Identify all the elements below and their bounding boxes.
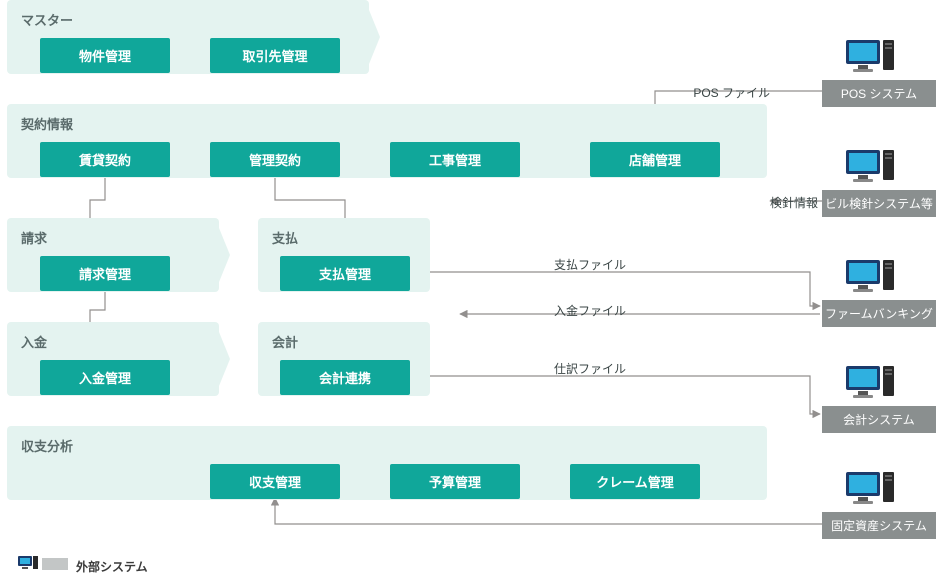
- btn-billing-mgmt[interactable]: 請求管理: [40, 256, 170, 291]
- pc-icon-firmbank: [846, 260, 896, 303]
- panel-payment-title: 支払: [272, 228, 298, 247]
- pc-icon-pos: [846, 40, 896, 83]
- btn-payment-mgmt[interactable]: 支払管理: [280, 256, 410, 291]
- btn-lease-contract[interactable]: 賃貸契約: [40, 142, 170, 177]
- panel-master-title: マスター: [21, 10, 73, 29]
- ext-fixedasset: 固定資産システム: [822, 512, 936, 539]
- flow-pos-file: POS ファイル: [693, 84, 770, 101]
- pc-icon-fixedasset: [846, 472, 896, 515]
- btn-store-mgmt[interactable]: 店舗管理: [590, 142, 720, 177]
- legend-icon: [18, 556, 38, 577]
- btn-mgmt-contract[interactable]: 管理契約: [210, 142, 340, 177]
- flow-payment-file: 支払ファイル: [554, 256, 626, 273]
- flow-journal-file: 仕訳ファイル: [554, 360, 626, 377]
- btn-construction[interactable]: 工事管理: [390, 142, 520, 177]
- ext-acct: 会計システム: [822, 406, 936, 433]
- panel-deposit-title: 入金: [21, 332, 47, 351]
- btn-deposit-mgmt[interactable]: 入金管理: [40, 360, 170, 395]
- ext-meter: ビル検針システム等: [822, 190, 936, 217]
- ext-firmbank: ファームバンキング: [822, 300, 936, 327]
- legend-text: 外部システム: [76, 558, 148, 575]
- btn-claim-mgmt[interactable]: クレーム管理: [570, 464, 700, 499]
- btn-budget-mgmt[interactable]: 予算管理: [390, 464, 520, 499]
- panel-contract-title: 契約情報: [21, 114, 73, 133]
- flow-meter-info: 検針情報: [770, 194, 818, 211]
- panel-analysis-title: 収支分析: [21, 436, 73, 455]
- panel-billing-title: 請求: [21, 228, 47, 247]
- pc-icon-meter: [846, 150, 896, 193]
- ext-pos: POS システム: [822, 80, 936, 107]
- pc-icon-acct: [846, 366, 896, 409]
- btn-acct-link[interactable]: 会計連携: [280, 360, 410, 395]
- legend-swatch: [42, 558, 68, 570]
- btn-partner-mgmt[interactable]: 取引先管理: [210, 38, 340, 73]
- panel-acct-title: 会計: [272, 332, 298, 351]
- btn-property-mgmt[interactable]: 物件管理: [40, 38, 170, 73]
- flow-deposit-file: 入金ファイル: [554, 302, 626, 319]
- btn-balance-mgmt[interactable]: 収支管理: [210, 464, 340, 499]
